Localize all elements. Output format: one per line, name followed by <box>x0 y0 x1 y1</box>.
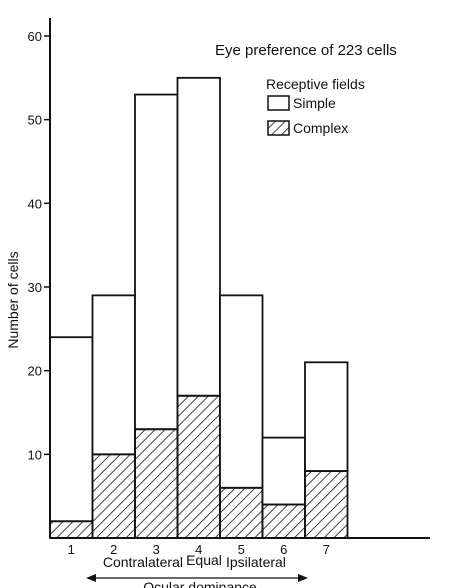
legend-swatch-simple <box>267 95 290 111</box>
y-tick-label-30: 30 <box>28 280 42 295</box>
bar-complex-5 <box>219 486 264 539</box>
y-tick-label-40: 40 <box>28 196 42 211</box>
bar-simple-7 <box>304 361 349 472</box>
x-ticks: 1 2 3 4 5 6 7 <box>68 542 330 557</box>
legend-swatch-complex <box>267 120 290 136</box>
arrow-head-right <box>298 574 308 582</box>
x-tick-label-5: 5 <box>238 542 245 557</box>
y-tick-label-60: 60 <box>28 29 42 44</box>
label-contralateral: Contralateral <box>103 554 183 570</box>
y-ticks: 10 20 30 40 50 60 <box>28 29 50 462</box>
legend-label-simple: Simple <box>293 95 336 111</box>
x-tick-label-7: 7 <box>323 542 330 557</box>
y-axis-label: Number of cells <box>5 251 21 348</box>
x-tick-label-3: 3 <box>153 542 160 557</box>
y-tick-label-50: 50 <box>28 113 42 128</box>
legend-label-complex: Complex <box>293 120 348 136</box>
bar-complex-4 <box>176 394 221 539</box>
bar-simple-6 <box>261 436 306 506</box>
bar-simple-3 <box>134 93 179 431</box>
x-tick-label-1: 1 <box>68 542 75 557</box>
bar-simple-2 <box>91 294 136 456</box>
bar-simple-5 <box>219 294 264 489</box>
bar-complex-3 <box>134 428 179 539</box>
bar-simple-1 <box>49 336 94 523</box>
y-tick-label-20: 20 <box>28 364 42 379</box>
bar-complex-7 <box>304 470 349 539</box>
arrow-head-left <box>86 574 96 582</box>
bars-layer <box>49 76 349 539</box>
label-equal: Equal <box>186 552 222 568</box>
x-tick-label-2: 2 <box>110 542 117 557</box>
x-axis-label: Ocular dominance <box>143 579 257 588</box>
bar-complex-1 <box>49 520 94 539</box>
bar-complex-2 <box>91 453 136 539</box>
legend-title: Receptive fields <box>266 76 365 92</box>
x-tick-label-6: 6 <box>280 542 287 557</box>
bar-simple-4 <box>176 76 221 397</box>
chart-title: Eye preference of 223 cells <box>215 42 397 59</box>
bar-complex-6 <box>261 503 306 539</box>
y-tick-label-10: 10 <box>28 447 42 462</box>
x-tick-label-4: 4 <box>195 542 202 557</box>
label-ipsilateral: Ipsilateral <box>226 554 286 570</box>
